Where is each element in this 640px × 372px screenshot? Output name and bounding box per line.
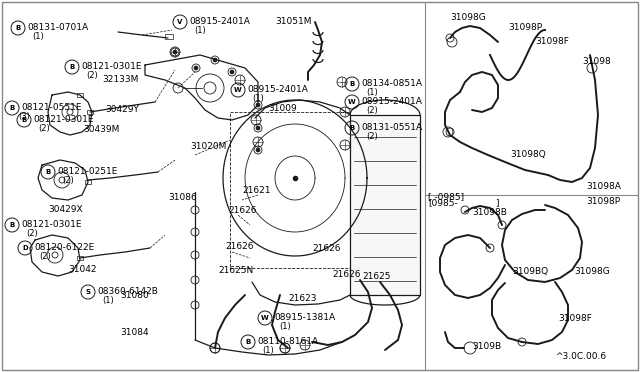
Circle shape: [194, 66, 198, 70]
Text: 08915-2401A: 08915-2401A: [189, 17, 250, 26]
Text: 31098G: 31098G: [450, 13, 486, 22]
Text: (3): (3): [18, 112, 30, 121]
Text: 31098F: 31098F: [535, 37, 569, 46]
Text: (1): (1): [366, 88, 378, 97]
Text: 31098F: 31098F: [558, 314, 592, 323]
Text: 31098A: 31098A: [586, 182, 621, 191]
Text: 31084: 31084: [120, 328, 148, 337]
Text: 08131-0701A: 08131-0701A: [27, 23, 88, 32]
Text: 08121-0301E: 08121-0301E: [33, 115, 93, 124]
Circle shape: [256, 148, 260, 152]
Text: B: B: [69, 64, 75, 70]
Circle shape: [230, 70, 234, 74]
Text: 08121-0251E: 08121-0251E: [57, 167, 117, 176]
Text: [0985-: [0985-: [428, 198, 458, 207]
Text: S: S: [86, 289, 90, 295]
Text: 08915-2401A: 08915-2401A: [247, 85, 308, 94]
Text: W: W: [348, 99, 356, 105]
Text: B: B: [15, 25, 20, 31]
Text: 31042: 31042: [68, 265, 97, 274]
Circle shape: [256, 103, 260, 107]
Circle shape: [256, 126, 260, 130]
Text: B: B: [10, 222, 15, 228]
Text: B: B: [21, 117, 27, 123]
Text: (1): (1): [194, 26, 205, 35]
Text: (1): (1): [262, 346, 274, 355]
Text: 30439M: 30439M: [83, 125, 120, 134]
Text: 08360-6142B: 08360-6142B: [97, 287, 158, 296]
Text: B: B: [349, 125, 355, 131]
Bar: [85, 180, 91, 184]
Text: (2): (2): [62, 176, 74, 185]
Text: 31098G: 31098G: [574, 267, 610, 276]
Text: (2): (2): [366, 106, 378, 115]
Text: 08121-0551E: 08121-0551E: [21, 103, 81, 112]
Circle shape: [213, 58, 217, 62]
Text: 21621: 21621: [242, 186, 271, 195]
Text: W: W: [234, 87, 242, 93]
Bar: [87, 110, 93, 114]
Text: 21625: 21625: [362, 272, 390, 281]
Text: ^3.0C.00.6: ^3.0C.00.6: [555, 352, 606, 361]
Text: 21625N: 21625N: [218, 266, 253, 275]
Text: 31080: 31080: [120, 291, 148, 300]
Text: (1): (1): [102, 296, 114, 305]
Text: (2): (2): [86, 71, 98, 80]
Text: V: V: [177, 19, 182, 25]
Text: ]: ]: [495, 198, 499, 207]
Text: 31086: 31086: [168, 193, 196, 202]
Bar: [165, 34, 173, 39]
Bar: [77, 256, 83, 260]
Text: 31098P: 31098P: [508, 23, 542, 32]
Text: 31098Q: 31098Q: [510, 150, 546, 159]
Text: 31020M: 31020M: [190, 142, 227, 151]
Text: B: B: [10, 105, 15, 111]
Text: (2): (2): [366, 132, 378, 141]
Text: 21626: 21626: [225, 242, 253, 251]
Text: (1): (1): [279, 322, 291, 331]
Text: 30429X: 30429X: [48, 205, 83, 214]
Text: 3109BQ: 3109BQ: [512, 267, 548, 276]
Text: (2): (2): [38, 124, 50, 133]
Text: 3109B: 3109B: [472, 342, 501, 351]
Text: B: B: [349, 81, 355, 87]
Text: 08110-8161A: 08110-8161A: [257, 337, 318, 346]
Text: 21623: 21623: [288, 294, 317, 303]
Text: (2): (2): [26, 229, 38, 238]
Text: 31009: 31009: [268, 104, 297, 113]
Bar: [77, 93, 83, 97]
Text: B: B: [245, 339, 251, 345]
Text: [ -0985]: [ -0985]: [428, 192, 464, 201]
Text: 08915-1381A: 08915-1381A: [274, 313, 335, 322]
Circle shape: [173, 50, 177, 54]
Text: (1): (1): [32, 32, 44, 41]
Bar: [350, 115, 420, 295]
Text: 08121-0301E: 08121-0301E: [21, 220, 81, 229]
Text: (2): (2): [39, 252, 51, 261]
Text: 08121-0301E: 08121-0301E: [81, 62, 141, 71]
Text: (1): (1): [252, 94, 264, 103]
Text: 08131-0551A: 08131-0551A: [361, 123, 422, 132]
Text: 21626: 21626: [312, 244, 340, 253]
Text: B: B: [45, 169, 51, 175]
Text: 08120-6122E: 08120-6122E: [34, 243, 94, 252]
Text: 08915-2401A: 08915-2401A: [361, 97, 422, 106]
Text: 31051M: 31051M: [275, 17, 312, 26]
Text: 32133M: 32133M: [102, 75, 138, 84]
Text: 21626: 21626: [332, 270, 360, 279]
Text: 31098: 31098: [582, 57, 611, 66]
Text: 08134-0851A: 08134-0851A: [361, 79, 422, 88]
Text: 31098P: 31098P: [586, 197, 620, 206]
Text: 30429Y: 30429Y: [105, 105, 139, 114]
Text: D: D: [22, 245, 28, 251]
Text: 21626: 21626: [228, 206, 257, 215]
Text: W: W: [261, 315, 269, 321]
Text: 31098B: 31098B: [472, 208, 507, 217]
